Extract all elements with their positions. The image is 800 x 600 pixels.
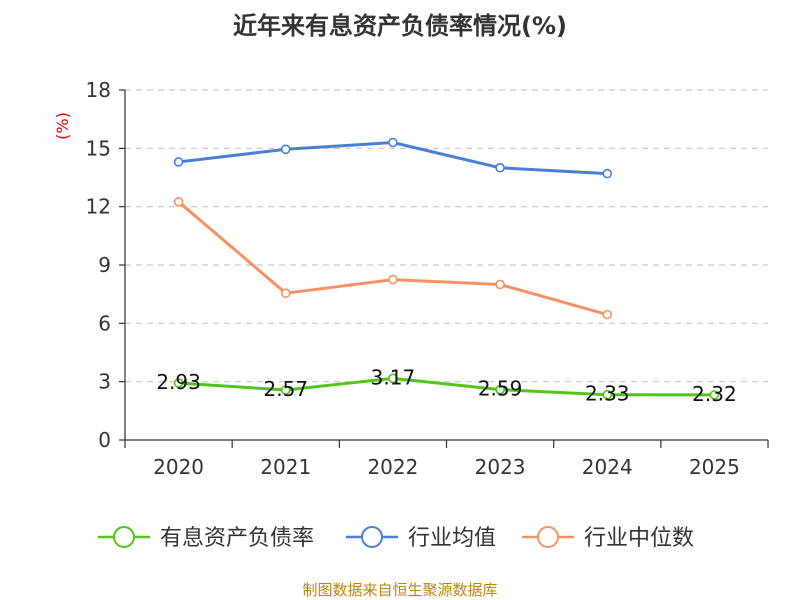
data-point bbox=[495, 162, 505, 173]
y-tick-label: 9 bbox=[98, 253, 111, 277]
data-point bbox=[495, 384, 505, 395]
series-line bbox=[177, 200, 608, 317]
legend-label: 有息资产负债率 bbox=[160, 526, 314, 551]
grid-lines bbox=[125, 89, 768, 383]
data-point bbox=[602, 168, 613, 179]
data-point bbox=[173, 378, 184, 388]
x-tick-label: 2023 bbox=[475, 455, 526, 479]
data-label: 2.32 bbox=[692, 382, 737, 406]
x-tick-label: 2025 bbox=[689, 455, 740, 479]
legend-item-0: 有息资产负债率 bbox=[98, 526, 314, 551]
data-label: 2.57 bbox=[263, 377, 308, 401]
legend-swatch-marker bbox=[361, 526, 383, 548]
y-axis-label: (%) bbox=[53, 112, 72, 140]
series-2 bbox=[173, 197, 613, 320]
data-label: 2.33 bbox=[585, 382, 630, 406]
series-group: 2.93 2.57 3.17 2.59 2.33 2.32 bbox=[156, 137, 737, 406]
x-tick-label: 2020 bbox=[153, 455, 204, 479]
axes: 0 3 6 9 12 15 18 2020 2021 2022 2023 2024 2025 bbox=[86, 78, 769, 479]
legend-swatch-marker bbox=[113, 526, 135, 548]
legend-label: 行业均值 bbox=[408, 526, 496, 551]
data-point bbox=[280, 144, 291, 155]
legend-item-1: 行业均值 bbox=[346, 526, 496, 551]
source-note: 制图数据来自恒生聚源数据库 bbox=[302, 581, 497, 599]
data-point bbox=[388, 137, 398, 148]
series-0: 2.93 2.57 3.17 2.59 2.33 2.32 bbox=[156, 365, 736, 406]
data-point bbox=[280, 385, 291, 395]
data-point bbox=[173, 157, 184, 167]
y-tick-label: 15 bbox=[86, 136, 111, 160]
y-tick-label: 18 bbox=[86, 78, 111, 102]
legend-swatch-marker bbox=[537, 526, 559, 548]
legend: 有息资产负债率 行业均值 行业中位数 bbox=[98, 526, 694, 551]
series-line bbox=[178, 376, 715, 397]
y-tick-label: 6 bbox=[98, 311, 111, 335]
legend-item-2: 行业中位数 bbox=[522, 526, 694, 551]
x-tick-label: 2021 bbox=[260, 455, 311, 479]
legend-label: 行业中位数 bbox=[584, 526, 694, 551]
data-label: 3.17 bbox=[371, 365, 416, 389]
data-label: 2.59 bbox=[478, 377, 523, 401]
y-tick-label: 12 bbox=[86, 195, 111, 219]
y-tick-label: 3 bbox=[98, 370, 111, 394]
x-tick-label: 2024 bbox=[582, 455, 633, 479]
data-label: 2.93 bbox=[156, 370, 201, 394]
series-1 bbox=[173, 137, 613, 179]
chart-title: 近年来有息资产负债率情况(%) bbox=[233, 12, 567, 40]
data-point bbox=[388, 373, 398, 384]
data-point bbox=[173, 197, 184, 207]
y-tick-label: 0 bbox=[98, 428, 111, 452]
data-point bbox=[602, 309, 613, 320]
x-tick-label: 2022 bbox=[367, 455, 418, 479]
data-point bbox=[280, 288, 291, 298]
data-point bbox=[709, 390, 720, 400]
data-point bbox=[388, 274, 398, 285]
data-point bbox=[495, 279, 505, 290]
data-point bbox=[602, 389, 613, 400]
